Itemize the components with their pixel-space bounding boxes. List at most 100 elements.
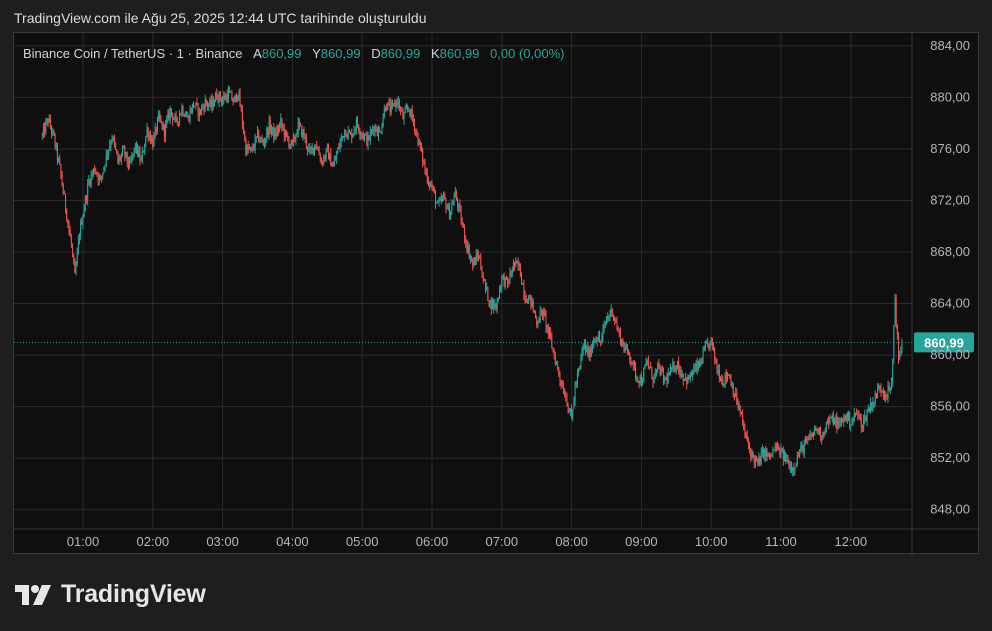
- candle-body: [206, 103, 208, 107]
- candle-body: [663, 369, 665, 381]
- candle-body: [97, 174, 99, 181]
- candle-body: [823, 432, 825, 434]
- candle-body: [658, 364, 660, 366]
- candle-body: [251, 147, 253, 149]
- brand-footer[interactable]: TradingView: [15, 580, 206, 609]
- candle-body: [835, 417, 837, 423]
- candle-body: [262, 140, 264, 145]
- candle-body: [884, 395, 886, 397]
- candle-body: [350, 132, 352, 134]
- candle-body: [825, 421, 827, 433]
- candle-body: [312, 147, 314, 153]
- candle-body: [266, 129, 268, 139]
- candle-body: [398, 101, 400, 110]
- candle-body: [47, 119, 49, 123]
- candle-body: [72, 244, 74, 255]
- candle-body: [678, 361, 680, 373]
- candle-body: [123, 147, 125, 149]
- candle-body: [818, 427, 820, 435]
- candle-body: [652, 378, 654, 383]
- candle-body: [794, 467, 796, 471]
- y-tick-label: 868,00: [930, 244, 970, 259]
- candle-body: [688, 376, 690, 380]
- candle-body: [725, 373, 727, 379]
- candle-body: [331, 165, 333, 167]
- candle-body: [602, 329, 604, 336]
- candle-body: [505, 277, 507, 279]
- candle-body: [628, 350, 630, 355]
- candle-body: [651, 367, 653, 379]
- candle-body: [316, 145, 318, 149]
- candle-body: [231, 92, 233, 101]
- candle-body: [699, 361, 701, 366]
- candle-body: [700, 362, 702, 366]
- candle-body: [487, 286, 489, 301]
- candle-body: [858, 414, 860, 416]
- candle-body: [418, 140, 420, 145]
- candle-body: [213, 101, 215, 107]
- candle-body: [832, 415, 834, 425]
- candle-body: [528, 297, 530, 304]
- candle-body: [759, 457, 761, 465]
- chart-panel[interactable]: 860,99 884,00 880,00 876,00 872,00 868,00 864…: [13, 32, 980, 555]
- candle-body: [783, 453, 785, 460]
- candle-body: [767, 452, 769, 457]
- candle-body: [667, 373, 669, 383]
- candle-body: [854, 413, 856, 415]
- candle-body: [293, 137, 295, 143]
- candle-body: [478, 255, 480, 258]
- candle-body: [777, 445, 779, 450]
- candle-body: [553, 349, 555, 356]
- candle-body: [811, 436, 813, 437]
- candle-body: [74, 261, 76, 274]
- candle-body: [775, 445, 777, 450]
- candle-body: [282, 126, 284, 128]
- candle-body: [234, 94, 236, 100]
- candle-body: [859, 414, 861, 418]
- candle-body: [379, 128, 381, 133]
- candle-body: [676, 361, 678, 366]
- candle-body: [586, 347, 588, 352]
- candle-body: [462, 224, 464, 227]
- candle-body: [829, 417, 831, 424]
- candle-body: [611, 308, 613, 316]
- candle-body: [372, 129, 374, 131]
- candle-body: [753, 456, 755, 464]
- candle-body: [359, 131, 361, 135]
- candle-body: [723, 384, 725, 386]
- candle-body: [236, 94, 238, 101]
- candle-body: [808, 438, 810, 440]
- x-tick-label: 07:00: [486, 534, 519, 549]
- candle-body: [802, 445, 804, 453]
- candle-body: [795, 463, 797, 468]
- candle-body: [446, 208, 448, 210]
- candle-body: [867, 408, 869, 412]
- candle-body: [816, 429, 818, 431]
- candle-body: [273, 127, 275, 139]
- candle-body: [263, 143, 265, 145]
- candle-body: [424, 162, 426, 171]
- candle-body: [246, 145, 248, 155]
- price-chart[interactable]: 860,99 884,00880,00876,00872,00868,00864…: [14, 33, 980, 555]
- candle-body: [579, 365, 581, 370]
- candle-body: [393, 102, 395, 104]
- candle-body: [765, 448, 767, 457]
- candle-body: [488, 300, 490, 305]
- x-tick-label: 08:00: [555, 534, 588, 549]
- candle-body: [617, 328, 619, 331]
- candle-body: [430, 184, 432, 186]
- candle-body: [346, 136, 348, 138]
- candle-body: [441, 197, 443, 201]
- candle-body: [786, 459, 788, 462]
- candles: [41, 85, 903, 477]
- candle-body: [642, 381, 644, 386]
- candle-body: [531, 300, 533, 305]
- candle-body: [569, 409, 571, 412]
- candle-body: [588, 349, 590, 357]
- candle-body: [336, 153, 338, 160]
- candle-body: [383, 107, 385, 118]
- candle-body: [479, 257, 481, 259]
- candle-body: [571, 409, 573, 418]
- candle-body: [46, 119, 48, 123]
- candle-body: [204, 99, 206, 111]
